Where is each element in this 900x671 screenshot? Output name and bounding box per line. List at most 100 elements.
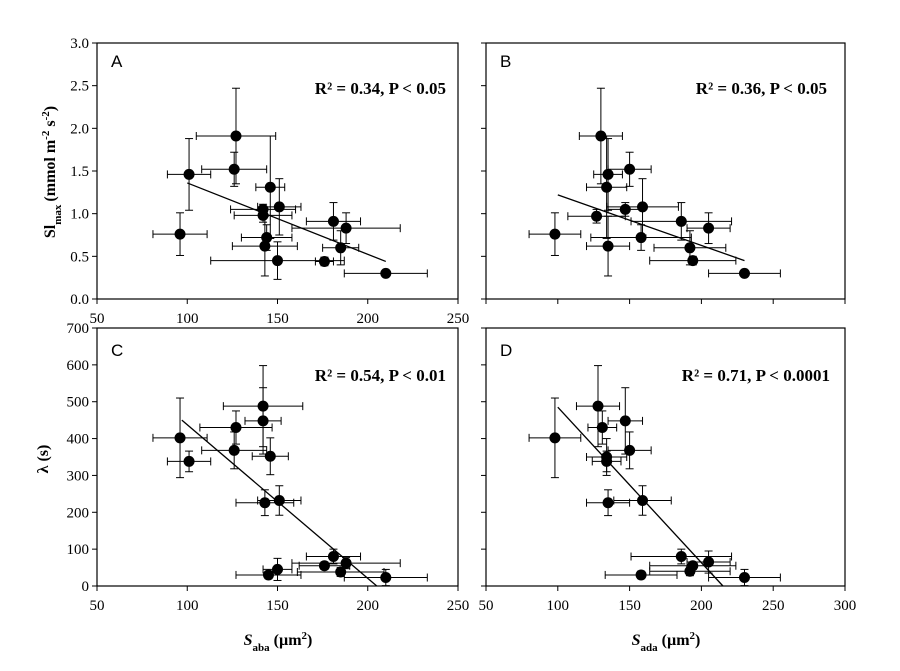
- x-tick-label: 50: [90, 311, 105, 327]
- data-point: [592, 400, 604, 412]
- panel-letter-b: B: [500, 52, 511, 71]
- data-point: [635, 232, 647, 244]
- data-point: [591, 210, 603, 222]
- data-point: [596, 422, 608, 434]
- y-tick-label: 400: [67, 432, 90, 448]
- regression-line: [187, 182, 387, 263]
- data-point: [637, 494, 649, 506]
- data-point: [684, 565, 696, 577]
- data-point: [637, 201, 649, 213]
- x-tick-label: 200: [690, 598, 713, 614]
- data-point: [183, 455, 195, 467]
- panel-letter-c: C: [111, 341, 123, 360]
- data-point: [327, 215, 339, 227]
- regression-line: [557, 194, 745, 262]
- stat-annotation-b: R² = 0.36, P < 0.05: [696, 79, 827, 98]
- data-point: [340, 222, 352, 234]
- data-point: [259, 497, 271, 509]
- y-tick-label: 300: [67, 468, 90, 484]
- data-point: [264, 450, 276, 462]
- data-point: [230, 422, 242, 434]
- y-tick-label: 0.0: [70, 292, 89, 308]
- plot-frame: [485, 327, 846, 587]
- y-tick-label: 2.0: [70, 121, 89, 137]
- data-point: [738, 572, 750, 584]
- data-point: [273, 201, 285, 213]
- data-point: [273, 494, 285, 506]
- data-point: [624, 444, 636, 456]
- data-point: [272, 255, 283, 267]
- y-tick-label: 1.0: [70, 207, 89, 223]
- data-point: [230, 130, 242, 142]
- data-point: [318, 560, 330, 572]
- data-point: [228, 163, 240, 175]
- data-point: [687, 255, 699, 267]
- panel-b: [481, 42, 846, 304]
- y-tick-label: 200: [67, 505, 90, 521]
- y-tick-label: 2.5: [70, 79, 89, 95]
- y-axis-title-lambda: λ (s): [35, 445, 52, 474]
- x-tick-label: 250: [447, 311, 470, 327]
- panel-letter-d: D: [500, 341, 512, 360]
- data-point: [675, 215, 687, 227]
- data-point: [327, 551, 339, 563]
- x-tick-label: 200: [357, 598, 380, 614]
- panel-c: 0 100 200 300 400 500 600 700 50 100 150 200 250: [67, 321, 470, 614]
- x-tick-label: 150: [266, 311, 289, 327]
- x-tick-label: 100: [176, 311, 199, 327]
- y-tick-label: 0.5: [70, 249, 89, 265]
- x-tick-label: 300: [834, 598, 857, 614]
- data-point: [380, 572, 392, 584]
- x-tick-label: 50: [479, 598, 494, 614]
- x-tick-label: 250: [447, 598, 470, 614]
- data-point: [264, 181, 276, 193]
- data-point: [738, 267, 750, 279]
- data-point: [602, 497, 614, 509]
- y-tick-label: 500: [67, 395, 90, 411]
- data-point: [703, 222, 715, 234]
- data-point: [684, 242, 696, 254]
- x-tick-label: 150: [266, 598, 289, 614]
- data-point: [183, 168, 195, 180]
- data-point: [257, 209, 269, 221]
- data-point: [174, 432, 186, 444]
- data-point: [595, 130, 607, 142]
- data-point: [619, 415, 631, 427]
- stat-annotation-c: R² = 0.54, P < 0.01: [315, 366, 446, 385]
- data-point: [635, 569, 647, 581]
- x-tick-label: 200: [357, 311, 380, 327]
- data-point: [549, 432, 561, 444]
- data-point: [228, 444, 240, 456]
- data-point: [272, 563, 283, 575]
- data-point: [335, 566, 347, 578]
- data-point: [601, 455, 613, 467]
- panel-a: 0.0 0.5 1.0 1.5 2.0 2.5 3.0 50 100 150 200 250: [70, 36, 469, 327]
- data-point: [602, 168, 614, 180]
- panel-d: 50 100 150 200 250 300: [479, 327, 857, 614]
- x-tick-label: 50: [90, 598, 105, 614]
- x-tick-label: 100: [176, 598, 199, 614]
- y-tick-label: 0: [82, 579, 90, 595]
- data-point: [174, 228, 186, 240]
- y-axis-title-slmax: Slmax(mmol m-2 s-2): [40, 106, 64, 238]
- data-point: [602, 240, 614, 252]
- data-point: [259, 240, 271, 252]
- data-point: [335, 242, 347, 254]
- data-point: [262, 569, 274, 581]
- y-tick-label: 100: [67, 542, 90, 558]
- x-tick-label: 150: [618, 598, 641, 614]
- y-tick-label: 600: [67, 358, 90, 374]
- panel-letter-a: A: [111, 52, 123, 71]
- x-axis-title-sada: Sada (µm2): [632, 630, 701, 654]
- data-point: [380, 267, 392, 279]
- x-tick-label: 100: [547, 598, 570, 614]
- data-point: [624, 163, 636, 175]
- stat-annotation-a: R² = 0.34, P < 0.05: [315, 79, 446, 98]
- data-point: [318, 255, 330, 267]
- data-point: [703, 556, 715, 568]
- data-point: [601, 181, 613, 193]
- stat-annotation-d: R² = 0.71, P < 0.0001: [682, 366, 830, 385]
- data-point: [261, 232, 273, 244]
- data-point: [257, 415, 269, 427]
